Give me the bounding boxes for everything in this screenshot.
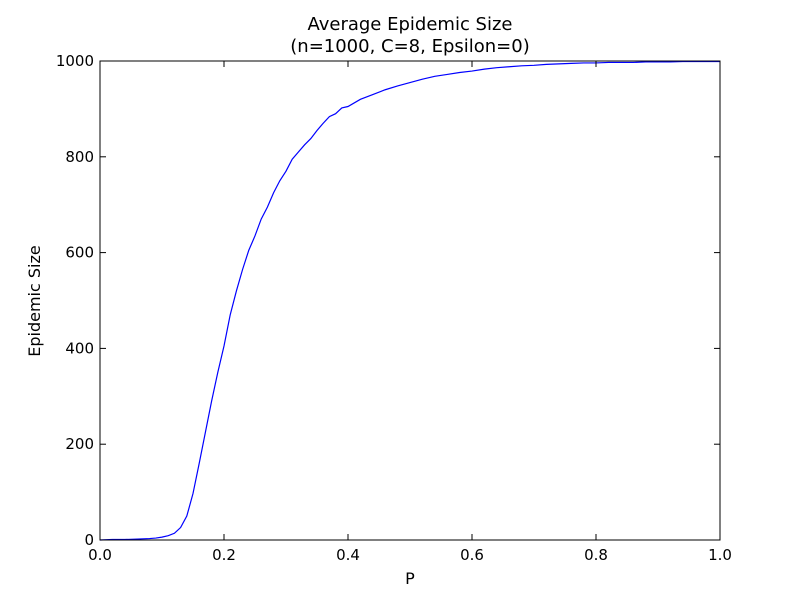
x-axis-ticks: 0.0 0.2 0.4 0.6 0.8 1.0 [88, 61, 732, 564]
x-axis-label: P [405, 569, 415, 588]
x-tick-label: 0.4 [336, 546, 360, 564]
x-tick-label: 0.2 [212, 546, 236, 564]
x-tick-label: 0.0 [88, 546, 112, 564]
chart-title: Average Epidemic Size [307, 14, 512, 35]
x-tick-label: 0.6 [460, 546, 484, 564]
y-tick-label: 1000 [56, 52, 94, 70]
plot-area [99, 60, 720, 541]
y-tick-label: 0 [84, 531, 94, 549]
y-axis-ticks: 0 200 400 600 800 1000 [56, 52, 720, 549]
y-axis-label: Epidemic Size [25, 245, 44, 356]
y-tick-label: 400 [65, 339, 94, 357]
y-tick-label: 200 [65, 435, 94, 453]
y-tick-label: 600 [65, 244, 94, 262]
axes-frame [99, 60, 721, 541]
y-tick-label: 800 [65, 148, 94, 166]
chart-subtitle: (n=1000, C=8, Epsilon=0) [290, 36, 529, 57]
series-line [99, 60, 720, 541]
x-tick-label: 0.8 [584, 546, 608, 564]
x-tick-label: 1.0 [708, 546, 732, 564]
